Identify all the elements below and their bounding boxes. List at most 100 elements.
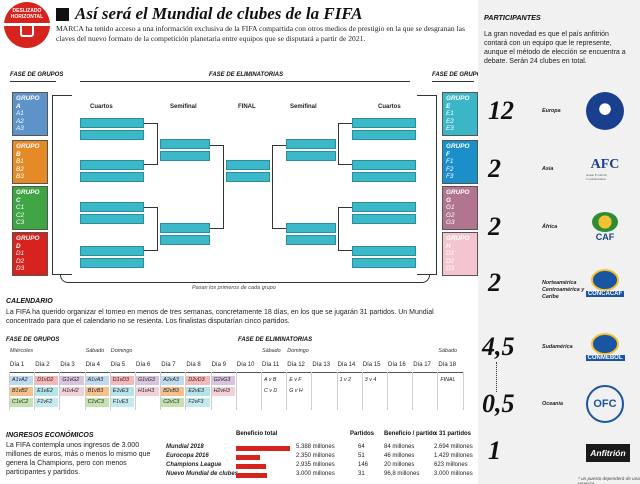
round-semifinal-right: Semifinal [290,104,317,110]
income-benef: 84 millones [384,444,415,450]
income-bar [236,455,260,460]
group-box: GRUPO H D1 D2 D3 [442,232,478,276]
day-header: Día 12 [287,362,305,368]
swipe-badge-label: DESLIZADO HORIZONTAL [10,8,44,20]
participant-count: 1 [488,436,501,465]
bracket-slot [80,202,144,212]
income-partidos: 146 [358,462,369,468]
day-header: Día 15 [362,362,381,368]
group-box: GRUPO A A1 A2 A3 [12,92,48,136]
confederation-name: Norteamérica Centroamérica y Caribe [542,280,585,300]
afc-logo: AFC Asian Football Confederation [586,150,624,188]
match-cell: D1vD2 [35,376,59,385]
group-team: D1 [446,250,455,257]
group-name: GRUPO B [16,143,40,158]
bracket-line [338,123,352,165]
match-cell: G1vG2 [60,376,84,385]
match-cell: C1vC3 [85,398,109,407]
ingresos-text: La FIFA contempla unos ingresos de 3.000… [6,442,151,476]
confederation-name: Sudamérica [542,344,573,350]
divider [311,372,313,410]
participant-count: 2 [488,154,501,183]
cal-phase-elim: FASE DE ELIMINATORIAS [238,337,313,343]
divider [361,372,363,410]
afc-logo-text: AFC [590,157,620,172]
col-total: Beneficio total [236,431,278,437]
swipe-badge: DESLIZADO HORIZONTAL [4,2,50,48]
participantes-foot: * un puesto dependerá de una repesca [578,476,640,484]
day-header: Día 16 [388,362,406,368]
bracket-line [272,145,286,229]
conmebol-logo: CONMEBOL [585,328,625,366]
group-team: D3 [446,265,455,272]
divider [10,372,464,373]
participantes-panel: PARTICIPANTES La gran novedad es que el … [478,0,640,484]
day-header: Día 5 [110,362,126,368]
calendario-title: CALENDARIO [6,298,53,305]
group-name: GRUPO A [16,95,40,110]
bracket-slot [160,151,210,161]
income-name: Nuevo Mundial de clubes [166,471,239,477]
day-header: Día 4 [85,362,100,368]
divider [80,81,410,82]
match-cell: F2vF3 [186,398,210,407]
bracket-slot [80,160,144,170]
confederation-name: Europa [542,108,561,114]
day-header: Día 1 [10,362,25,368]
bracket-slot [286,223,336,233]
divider [437,372,439,410]
group-team: E2 [446,117,454,125]
match-cell: A1vA3 [85,376,109,385]
day-header: Día 9 [211,362,226,368]
swipe-arrow-icon [4,23,50,26]
bracket-slot [80,258,144,268]
match-cell: E1vE3 [110,387,134,396]
divider [135,372,136,410]
match-cell: C v D [264,388,278,394]
day-header: Día 17 [413,362,431,368]
divider [34,372,36,410]
group-team: B3 [16,173,24,180]
income-bar [236,446,290,451]
match-cell: 1 v 2 [339,377,352,383]
income-total: 2.935 millones [296,462,335,468]
divider [59,372,61,410]
income-x31: 1.429 millones [434,453,473,459]
match-cell: FINAL [440,377,456,383]
group-team: E1 [446,110,454,117]
title-square-icon [56,7,69,21]
confederation-name: Oceanía [542,401,563,407]
day-header: Día 7 [161,362,176,368]
match-cell: H1vH2 [60,387,84,396]
group-team: F3 [446,173,454,180]
bracket-slot [352,258,416,268]
group-team: D1 [16,250,25,257]
match-cell: F1vF2 [35,398,59,407]
participantes-title: PARTICIPANTES [484,13,541,22]
match-cell: C2vC3 [161,398,185,407]
match-cell: G v H [289,388,303,394]
group-team: C2 [16,211,25,219]
caf-logo-text: CAF [595,232,615,242]
group-team: B2 [16,165,24,173]
round-cuartos-left: Cuartos [90,104,113,110]
group-team: F2 [446,165,454,173]
group-name: GRUPO C [16,189,40,204]
bracket-slot [352,118,416,128]
phase-groups-right-label: FASE DE GRUPOS [432,72,486,78]
group-team: D3 [16,265,25,272]
bracket-slot [286,139,336,149]
anfitrion-logo: Anfitrión [586,444,630,462]
group-team: E3 [446,125,454,132]
bracket-slot [80,130,144,140]
weekday-label: Sábado [85,348,105,354]
income-x31: 3.000 millones [434,471,473,477]
calendario-text: La FIFA ha querido organizar el torneo e… [6,309,434,325]
divider [10,81,56,82]
income-partidos: 64 [358,444,365,450]
participant-count: 2 [488,268,501,297]
income-name: Eurocopa 2016 [166,453,209,459]
group-box: GRUPO F F1 F2 F3 [442,140,478,184]
bracket-slot [352,172,416,182]
page-title: Así será el Mundial de clubes de la FIFA [75,4,363,23]
